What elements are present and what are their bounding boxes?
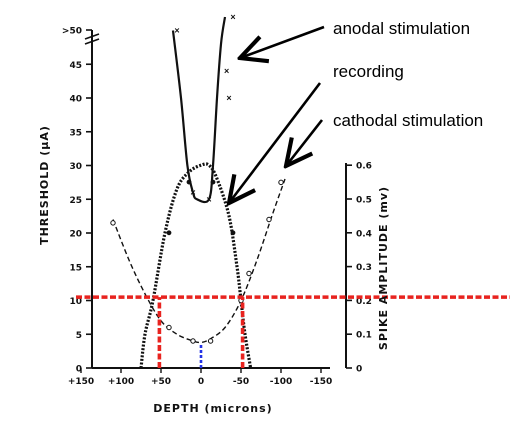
y-right-tick-label: 0.4	[356, 229, 372, 239]
data-point-marker: ×	[230, 12, 235, 22]
y-left-tick-label: 30	[69, 162, 82, 172]
data-point-marker: ×	[226, 93, 231, 103]
x-tick-label: +100	[108, 377, 134, 387]
series-line-anodal-stimulation	[171, 16, 227, 204]
y-right-tick-label: 0.2	[356, 297, 372, 307]
arrow-recording	[229, 82, 322, 203]
x-tick-label: +50	[151, 377, 171, 387]
y-left-tick-label: 35	[69, 128, 82, 138]
y-left-axis-title: THRESHOLD (μA)	[38, 125, 51, 245]
y-left-tick-label: 45	[69, 61, 82, 71]
data-point-marker	[207, 338, 214, 344]
annotation-anodal: anodal stimulation	[333, 19, 470, 38]
y-left-tick-label: 40	[69, 95, 82, 105]
series-line-cathodal-stimulation	[112, 178, 286, 344]
y-left-tick-label: 20	[69, 230, 82, 240]
data-point-marker	[230, 230, 236, 236]
data-point-marker	[210, 179, 216, 185]
data-point-marker	[186, 179, 192, 185]
data-point-marker	[166, 230, 172, 236]
y-right-tick-label: 0.1	[356, 331, 372, 341]
data-point-marker: ×	[190, 188, 195, 198]
y-left-tick-label: 15	[69, 263, 82, 273]
data-point-marker	[266, 216, 272, 223]
annotation-recording: recording	[333, 62, 404, 81]
data-point-marker: ×	[206, 194, 211, 204]
x-tick-label: -100	[270, 377, 293, 387]
data-point-marker	[246, 270, 252, 277]
data-point-marker	[166, 324, 172, 331]
x-tick-label: 0	[198, 377, 204, 387]
axis-break-mark	[84, 33, 100, 40]
y-left-tick-label: 0	[76, 365, 82, 375]
y-left-tick-label: 10	[69, 297, 82, 307]
y-right-axis-title: SPIKE AMPLITUDE (mv)	[377, 186, 390, 350]
x-tick-label: +150	[68, 377, 94, 387]
data-point-marker: ×	[174, 26, 179, 36]
x-tick-label: -150	[310, 377, 333, 387]
y-left-tick-label: 25	[69, 196, 82, 206]
y-right-tick-label: 0.3	[356, 263, 372, 273]
data-point-marker	[110, 220, 116, 226]
arrow-cathodal	[286, 119, 324, 166]
y-left-tick-label: >50	[62, 27, 82, 37]
x-tick-label: -50	[233, 377, 249, 387]
data-point-marker: ×	[224, 66, 229, 76]
y-left-tick-label: 5	[76, 331, 82, 341]
y-right-tick-label: 0	[356, 365, 362, 375]
data-point-marker	[278, 179, 284, 186]
x-axis-title: DEPTH (microns)	[153, 402, 272, 415]
arrow-anodal	[240, 25, 325, 58]
y-right-tick-label: 0.6	[356, 162, 372, 172]
y-right-tick-label: 0.5	[356, 196, 372, 206]
annotation-cathodal: cathodal stimulation	[333, 111, 483, 130]
data-point-marker	[190, 338, 196, 344]
axis-break-mark	[84, 38, 100, 45]
